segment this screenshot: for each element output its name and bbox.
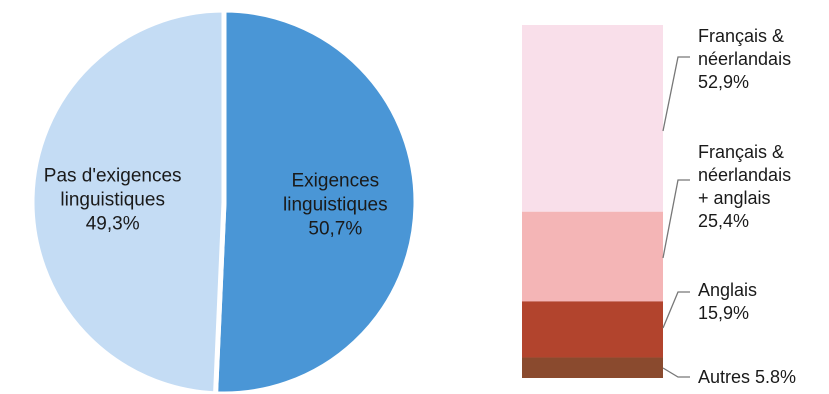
pie-label-1-line: Exigences [291, 170, 379, 191]
bar-label-0-line: Français & [698, 26, 784, 46]
bar-label-0-line: néerlandais [698, 49, 791, 69]
pie-slice-0 [29, 7, 227, 394]
bar-segment-3 [522, 357, 663, 378]
pie-label-1-line: linguistiques [283, 194, 388, 215]
bar-label-2-line: Anglais [698, 280, 757, 300]
bar-label-3-line: Autres 5.8% [698, 367, 796, 387]
bar-label-1-line: 25,4% [698, 211, 749, 231]
bar-label-3: Autres 5.8% [698, 367, 796, 387]
leader-line-3 [662, 367, 690, 378]
pie-label-1: Exigences linguistiques 50,7% [283, 170, 388, 239]
bar-label-1-line: + anglais [698, 188, 771, 208]
pie-label-0-line: Pas d'exigences [44, 166, 182, 187]
pie-label-0-line: linguistiques [60, 190, 165, 211]
bar-label-1-line: Français & [698, 142, 784, 162]
bar-label-1-line: néerlandais [698, 165, 791, 185]
bar-label-2: Anglais 15,9% [698, 280, 757, 323]
leader-line-1 [662, 179, 690, 259]
bar-label-0: Français & néerlandais 52,9% [698, 26, 791, 92]
pie-label-0: Pas d'exigences linguistiques 49,3% [44, 166, 182, 235]
pie-label-0-line: 49,3% [86, 214, 140, 235]
bar-label-2-line: 15,9% [698, 303, 749, 323]
leader-line-2 [662, 291, 690, 329]
bar-label-1: Français & néerlandais + anglais 25,4% [698, 142, 791, 231]
bar-label-0-line: 52,9% [698, 72, 749, 92]
bar-segment-0 [522, 25, 663, 212]
leader-line-0 [662, 56, 690, 132]
pie-slice-1 [213, 7, 419, 394]
bar-segment-1 [522, 211, 663, 302]
bar-segment-2 [522, 301, 663, 358]
pie-label-1-line: 50,7% [308, 218, 362, 239]
